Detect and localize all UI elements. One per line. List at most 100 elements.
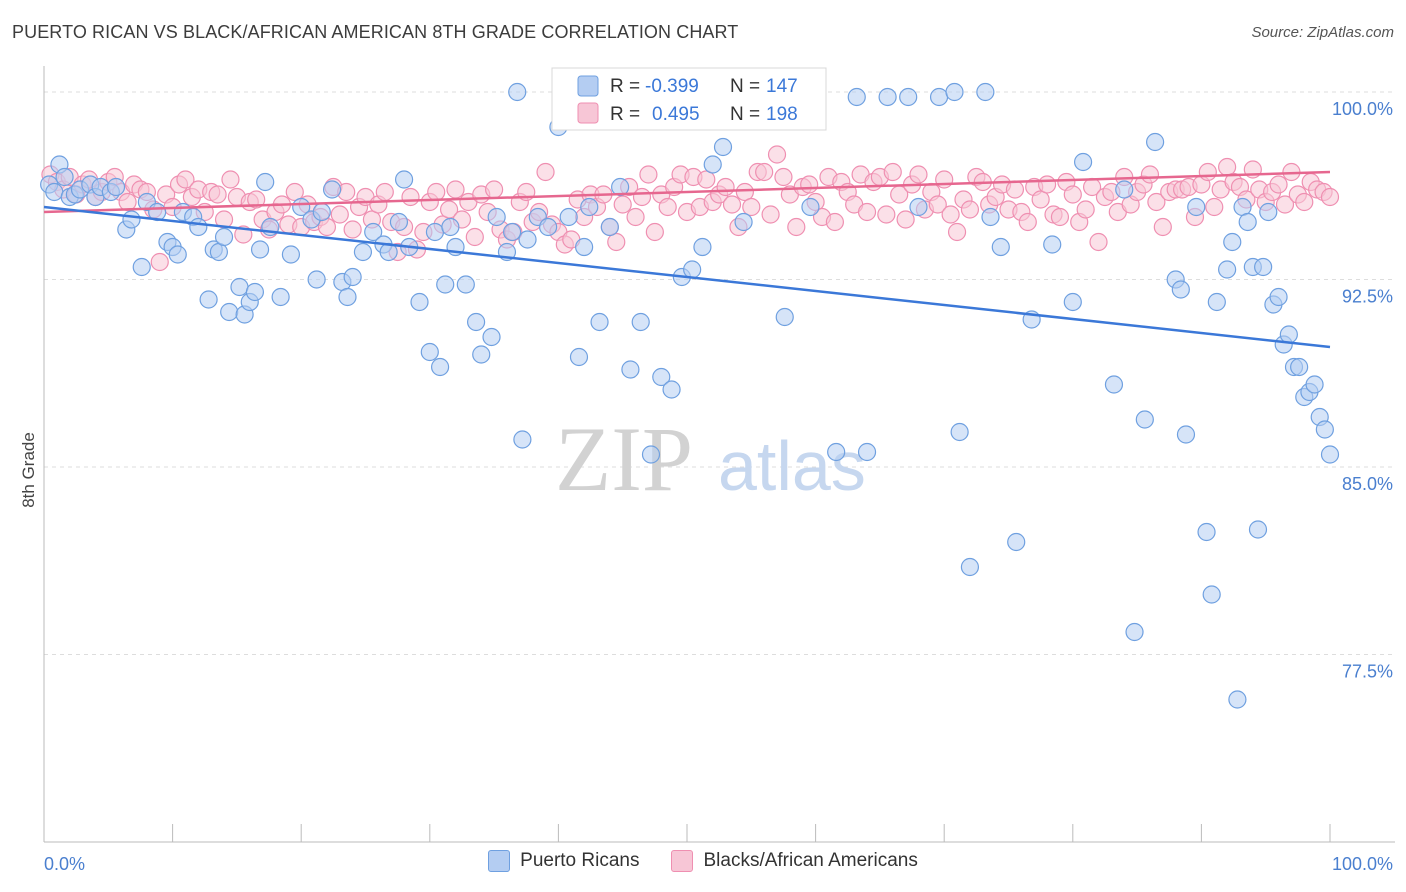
pink-point <box>1076 200 1095 219</box>
pink-point <box>118 192 137 212</box>
blue-point <box>230 277 249 297</box>
trend-lines <box>43 170 1331 349</box>
stats-n-value-pink: 198 <box>766 104 798 125</box>
blue-point <box>410 292 429 312</box>
pink-point <box>1031 190 1050 209</box>
watermark-zip: ZIP <box>555 408 693 510</box>
pink-point <box>767 145 787 164</box>
blue-point <box>245 282 265 302</box>
blue-point <box>1125 622 1144 642</box>
pink-point <box>1269 175 1288 194</box>
blue-point <box>312 202 331 222</box>
blue-point <box>693 237 712 257</box>
pink-point <box>1147 192 1166 212</box>
pink-point <box>1005 180 1025 199</box>
legend-item-puerto-ricans: Puerto Ricans <box>488 850 639 872</box>
blue-point <box>1063 292 1082 312</box>
pink-point <box>941 205 960 224</box>
pink-point <box>735 182 754 202</box>
pink-point <box>909 165 928 184</box>
legend-swatch-blue <box>488 850 511 872</box>
blue-point <box>945 82 964 102</box>
pink-point <box>761 205 780 224</box>
blue-point <box>899 87 918 107</box>
blue-point <box>106 177 126 197</box>
pink-point <box>285 182 304 202</box>
blue-point <box>482 327 501 347</box>
tick-labels: 77.5% 85.0% 92.5% 100.0% 0.0% 100.0% <box>44 99 1393 874</box>
blue-point <box>1218 260 1237 279</box>
pink-point <box>1140 165 1160 184</box>
pink-point <box>330 205 349 224</box>
blue-point <box>775 307 794 327</box>
legend-label-blacks-african-americans: Blacks/African Americans <box>703 850 918 871</box>
blue-point <box>1176 425 1196 444</box>
pink-point <box>1018 212 1037 232</box>
pink-point <box>935 170 954 189</box>
blue-point <box>1073 152 1093 172</box>
pink-point <box>722 195 742 214</box>
blue-point <box>487 207 506 227</box>
blue-point <box>55 167 74 187</box>
stats-n-label-blue: N = <box>730 76 760 97</box>
pink-point <box>1063 185 1082 204</box>
blue-point <box>430 357 450 377</box>
blue-point <box>338 287 357 307</box>
blue-point <box>801 197 820 217</box>
legend-swatch-pink <box>671 850 694 872</box>
blue-point <box>1104 375 1124 394</box>
blue-point <box>981 207 1000 227</box>
blue-point <box>518 230 537 249</box>
pink-point <box>176 170 195 189</box>
blue-point <box>436 275 455 294</box>
y-tick-label-3: 100.0% <box>1332 99 1393 119</box>
blue-point <box>1202 585 1221 604</box>
pink-point <box>1198 162 1217 182</box>
pink-point <box>877 205 896 224</box>
blue-point <box>1248 520 1268 539</box>
pink-point <box>150 252 169 272</box>
blue-point <box>420 342 439 362</box>
y-axis-label: 8th Grade <box>19 432 38 508</box>
blue-point <box>631 312 650 332</box>
blue-point <box>343 267 362 287</box>
blue-point <box>878 87 897 107</box>
stats-n-value-blue: 147 <box>766 76 798 97</box>
blue-point <box>559 207 578 227</box>
blue-point <box>353 242 373 262</box>
blue-point <box>703 155 722 174</box>
x-tick-label-max: 100.0% <box>1332 854 1393 874</box>
pink-point <box>446 180 465 199</box>
stats-legend-swatch-blue <box>577 75 599 97</box>
pink-point <box>774 167 793 187</box>
y-tick-label-0: 77.5% <box>1342 662 1393 682</box>
pink-point <box>221 170 240 189</box>
blue-point <box>1146 132 1165 152</box>
pink-point <box>632 187 652 207</box>
pink-point <box>343 220 362 239</box>
pink-point <box>1050 207 1070 227</box>
pink-point <box>1089 232 1108 252</box>
blue-point <box>168 245 187 264</box>
pink-point <box>716 177 735 197</box>
pink-point <box>825 212 844 232</box>
blue-point <box>1315 420 1334 439</box>
blue-point <box>1228 690 1247 709</box>
pink-point <box>247 190 266 209</box>
trend-line-blacks-african-americans <box>43 170 1331 214</box>
blue-point <box>1115 180 1134 199</box>
pink-point <box>1037 175 1057 194</box>
pink-point <box>742 197 761 217</box>
blue-point <box>456 275 475 294</box>
pink-point <box>1275 195 1295 214</box>
blue-point <box>250 240 270 259</box>
stats-r-value-pink: 0.495 <box>652 104 700 125</box>
blue-point <box>132 257 151 277</box>
stats-r-value-blue: -0.399 <box>645 76 699 97</box>
x-tick-label-min: 0.0% <box>44 854 85 874</box>
blue-point <box>1223 232 1242 252</box>
pink-point <box>375 182 394 202</box>
blue-point <box>683 260 702 279</box>
blue-point <box>611 177 630 197</box>
series-legend: Puerto Ricans Blacks/African Americans <box>0 850 1406 872</box>
